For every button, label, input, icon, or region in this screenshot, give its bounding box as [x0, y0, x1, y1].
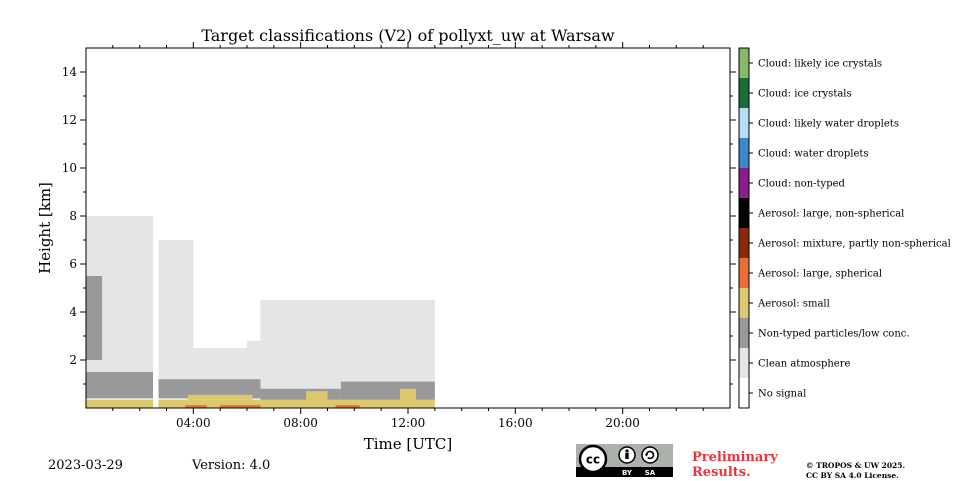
y-tick-label: 6 — [69, 257, 77, 271]
svg-text:SA: SA — [645, 469, 656, 477]
y-tick-label: 2 — [69, 353, 77, 367]
legend-swatch — [739, 288, 749, 318]
legend-label: Non-typed particles/low conc. — [758, 329, 910, 340]
y-tick-label: 14 — [62, 65, 78, 79]
legend-swatch — [739, 108, 749, 138]
legend-label: No signal — [758, 389, 806, 400]
x-tick-label: 04:00 — [176, 416, 211, 430]
class-region-11 — [86, 399, 435, 408]
class-region-2 — [158, 240, 194, 399]
legend-label: Cloud: non-typed — [758, 179, 846, 190]
class-region-9 — [340, 381, 435, 401]
class-region-10 — [86, 276, 103, 360]
share-alike-icon — [641, 446, 659, 464]
y-tick-label: 10 — [62, 161, 77, 175]
class-region-12 — [187, 394, 253, 400]
cc-license-badge: cc BY SA — [576, 444, 673, 477]
class-region-7 — [158, 379, 261, 399]
legend-label: Cloud: likely ice crystals — [758, 59, 882, 70]
legend: No signal Clean atmosphere Non-typed parti… — [738, 47, 951, 409]
legend-label: Aerosol: large, spherical — [757, 269, 882, 280]
y-tick-label: 8 — [69, 209, 77, 223]
class-region-15 — [185, 405, 207, 408]
cc-icon — [578, 444, 608, 474]
legend-swatch — [739, 48, 749, 78]
legend-label: Cloud: likely water droplets — [758, 119, 899, 130]
legend-label: Aerosol: large, non-spherical — [757, 209, 904, 220]
x-axis-label: Time [UTC] — [364, 435, 453, 453]
date-label: 2023-03-29 — [48, 458, 123, 473]
x-axis: 04:00 08:00 12:00 16:00 20:00 — [112, 42, 704, 430]
y-tick-label: 4 — [69, 305, 77, 319]
class-region-8 — [260, 388, 341, 401]
class-region-16 — [220, 405, 261, 408]
x-tick-label: 20:00 — [605, 416, 640, 430]
legend-swatch — [739, 258, 749, 288]
y-tick-label: 12 — [62, 113, 77, 127]
version-label: Version: 4.0 — [192, 458, 271, 473]
preliminary-results-note: Preliminary Results. — [692, 450, 778, 480]
legend-label: Cloud: water droplets — [758, 149, 869, 160]
copyright-note: © TROPOS & UW 2025. CC BY SA 4.0 License… — [806, 461, 906, 480]
class-region-17 — [335, 405, 360, 408]
legend-swatch — [739, 78, 749, 108]
legend-swatch — [739, 168, 749, 198]
legend-label: Aerosol: small — [757, 299, 830, 310]
class-region-5 — [260, 300, 435, 341]
class-region-14 — [399, 388, 417, 400]
legend-swatch — [739, 228, 749, 258]
y-axis-label: Height [km] — [36, 182, 54, 274]
legend-label: Cloud: ice crystals — [758, 89, 852, 100]
legend-label: Clean atmosphere — [758, 359, 851, 370]
legend-swatch — [739, 348, 749, 378]
class-region-13 — [306, 391, 328, 400]
legend-swatch — [739, 318, 749, 348]
plot-area — [86, 48, 435, 408]
chart-title: Target classifications (V2) of pollyxt_u… — [201, 26, 615, 45]
class-region-6 — [86, 372, 154, 399]
legend-frame — [738, 47, 750, 409]
x-tick-label: 16:00 — [498, 416, 533, 430]
legend-label: Aerosol: mixture, partly non-spherical — [757, 239, 951, 250]
legend-swatch — [739, 198, 749, 228]
y-axis: 2 4 6 8 10 12 14 — [62, 65, 736, 385]
svg-text:BY: BY — [622, 469, 633, 477]
svg-text:cc: cc — [586, 453, 600, 467]
legend-swatch — [739, 378, 749, 408]
class-region-18 — [153, 48, 159, 408]
legend-swatch — [739, 138, 749, 168]
x-tick-label: 08:00 — [283, 416, 318, 430]
x-tick-label: 12:00 — [391, 416, 426, 430]
